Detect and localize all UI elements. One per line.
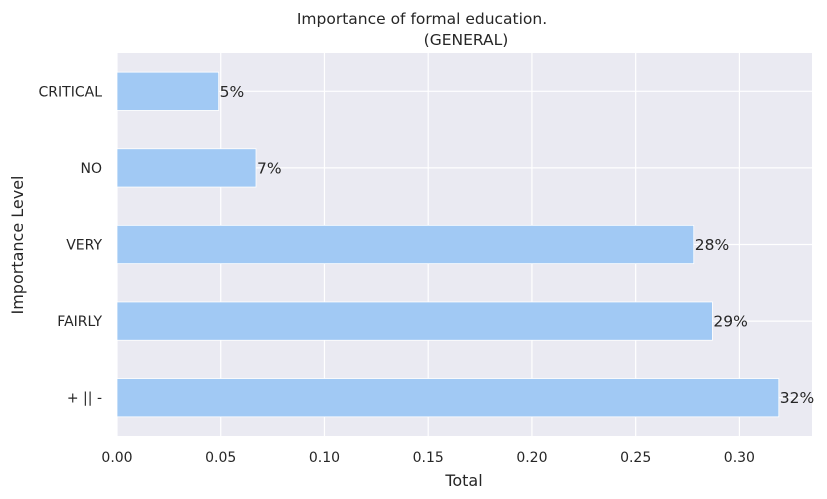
data-labels-group: 5% 7% 28% 29% 32% <box>220 83 815 407</box>
bar-3 <box>116 301 713 341</box>
y-tick-label: NO <box>81 161 103 177</box>
bar-2 <box>116 224 695 265</box>
data-label: 29% <box>713 313 747 331</box>
chart-title: Importance of formal education. <box>297 10 547 28</box>
x-axis-label: Total <box>444 471 482 490</box>
x-tick-label: 0.20 <box>516 450 547 466</box>
x-tick-label: 0.10 <box>309 450 340 466</box>
data-label: 5% <box>220 83 245 101</box>
y-tick-labels: CRITICAL NO VERY FAIRLY + || - <box>39 84 103 406</box>
data-label: 28% <box>695 236 729 254</box>
y-tick-label: FAIRLY <box>57 314 102 330</box>
x-tick-label: 0.05 <box>205 450 236 466</box>
chart-subtitle: (GENERAL) <box>424 31 509 49</box>
bars-group <box>116 71 780 418</box>
y-tick-label: CRITICAL <box>39 84 103 100</box>
x-tick-labels: 0.00 0.05 0.10 0.15 0.20 0.25 0.30 <box>101 450 755 466</box>
y-tick-label: + || - <box>67 391 102 407</box>
data-label: 32% <box>780 389 814 407</box>
x-tick-label: 0.15 <box>413 450 444 466</box>
x-tick-label: 0.25 <box>620 450 651 466</box>
bar-4 <box>116 378 780 418</box>
y-tick-label: VERY <box>66 238 102 254</box>
x-tick-label: 0.00 <box>101 450 132 466</box>
data-label: 7% <box>257 159 282 177</box>
bar-0 <box>116 71 220 111</box>
y-axis-label: Importance Level <box>8 175 27 314</box>
bar-1 <box>116 148 257 188</box>
x-tick-label: 0.30 <box>724 450 755 466</box>
